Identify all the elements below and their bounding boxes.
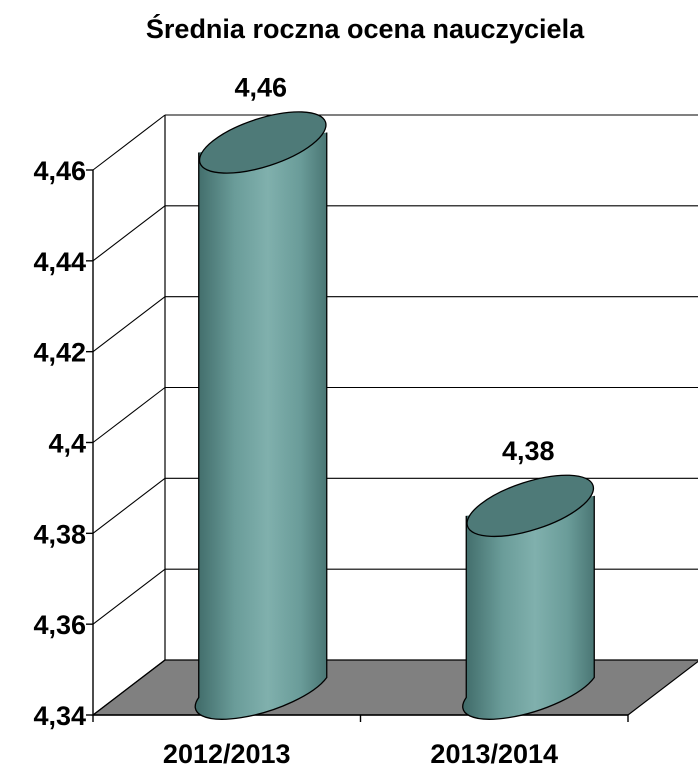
- gridline-side: [92, 114, 166, 171]
- data-label: 4,38: [502, 436, 555, 466]
- y-tick-label: 4,38: [33, 519, 86, 549]
- y-tick-label: 4,36: [33, 610, 86, 640]
- gridline-side: [92, 568, 166, 625]
- data-labels: 4,46 4,38: [234, 73, 554, 466]
- gridline-side: [92, 387, 166, 443]
- bar: [462, 495, 595, 720]
- x-tick-label: 2012/2013: [163, 739, 291, 765]
- gridline-side: [92, 205, 166, 262]
- bar-top: [198, 111, 327, 174]
- chart-title: Średnia roczna ocena nauczyciela: [146, 13, 585, 44]
- data-label: 4,46: [234, 73, 287, 103]
- y-tick-label: 4,4: [48, 429, 86, 459]
- floor: [91, 659, 698, 716]
- x-axis-labels: 2012/2013 2013/2014: [163, 739, 558, 765]
- gridline-side: [92, 296, 166, 353]
- y-tick-label: 4,42: [33, 338, 86, 368]
- bar: [194, 132, 328, 720]
- y-tick-label: 4,46: [33, 156, 86, 186]
- y-tick-label: 4,44: [33, 247, 86, 277]
- floor-left-edge: [92, 659, 166, 716]
- bar-top: [466, 474, 595, 538]
- y-tick-label: 4,34: [33, 701, 86, 731]
- x-tick-label: 2013/2014: [430, 739, 558, 765]
- gridline-side: [92, 477, 166, 534]
- grid: [91, 114, 698, 716]
- bars: [194, 111, 595, 720]
- y-axis-ticks: 4,34 4,36 4,38 4,4 4,42 4,44 4,46: [33, 156, 93, 731]
